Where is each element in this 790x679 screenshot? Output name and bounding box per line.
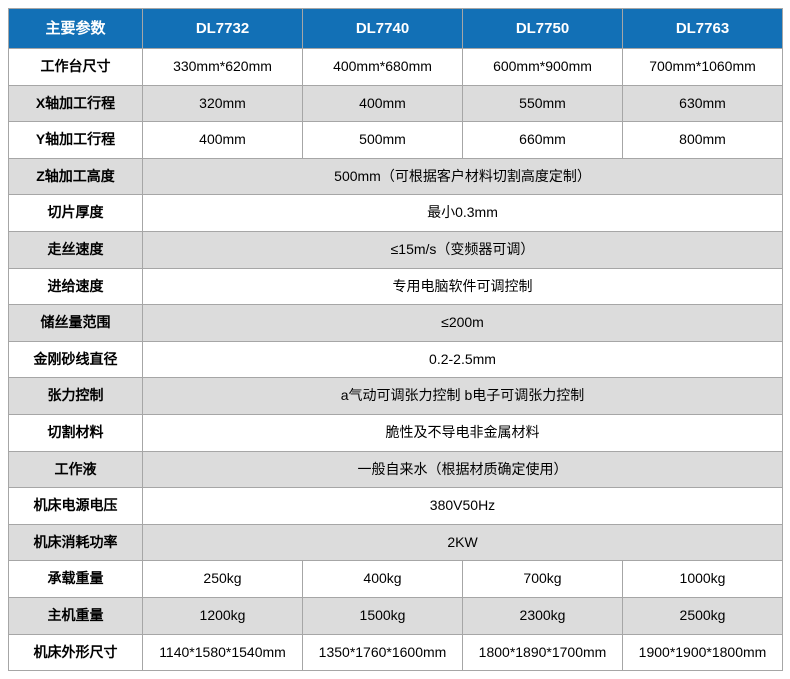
param-cell: Y轴加工行程: [9, 122, 143, 159]
param-cell: X轴加工行程: [9, 85, 143, 122]
table-row: 机床消耗功率2KW: [9, 524, 783, 561]
value-cell: 2500kg: [623, 597, 783, 634]
param-cell: 机床外形尺寸: [9, 634, 143, 671]
value-cell: 550mm: [463, 85, 623, 122]
table-row: 主机重量1200kg1500kg2300kg2500kg: [9, 597, 783, 634]
value-cell: 400mm: [143, 122, 303, 159]
table-row: 切割材料脆性及不导电非金属材料: [9, 414, 783, 451]
param-cell: 切片厚度: [9, 195, 143, 232]
param-cell: 储丝量范围: [9, 305, 143, 342]
value-cell: 600mm*900mm: [463, 49, 623, 86]
value-cell: 660mm: [463, 122, 623, 159]
table-row: Y轴加工行程400mm500mm660mm800mm: [9, 122, 783, 159]
value-cell: 1500kg: [303, 597, 463, 634]
value-cell: 400mm*680mm: [303, 49, 463, 86]
value-cell: 2300kg: [463, 597, 623, 634]
value-cell: 800mm: [623, 122, 783, 159]
param-cell: 金刚砂线直径: [9, 341, 143, 378]
spec-table: 主要参数 DL7732 DL7740 DL7750 DL7763 工作台尺寸33…: [8, 8, 783, 671]
merged-cell: ≤200m: [143, 305, 783, 342]
value-cell: 1800*1890*1700mm: [463, 634, 623, 671]
param-cell: 机床电源电压: [9, 488, 143, 525]
value-cell: 400mm: [303, 85, 463, 122]
table-row: 储丝量范围≤200m: [9, 305, 783, 342]
value-cell: 1200kg: [143, 597, 303, 634]
table-body: 工作台尺寸330mm*620mm400mm*680mm600mm*900mm70…: [9, 49, 783, 671]
merged-cell: 专用电脑软件可调控制: [143, 268, 783, 305]
table-row: 机床外形尺寸1140*1580*1540mm1350*1760*1600mm18…: [9, 634, 783, 671]
table-row: 张力控制a气动可调张力控制 b电子可调张力控制: [9, 378, 783, 415]
value-cell: 1140*1580*1540mm: [143, 634, 303, 671]
merged-cell: a气动可调张力控制 b电子可调张力控制: [143, 378, 783, 415]
merged-cell: 0.2-2.5mm: [143, 341, 783, 378]
value-cell: 1350*1760*1600mm: [303, 634, 463, 671]
param-cell: Z轴加工高度: [9, 158, 143, 195]
param-cell: 承载重量: [9, 561, 143, 598]
param-cell: 走丝速度: [9, 231, 143, 268]
merged-cell: 380V50Hz: [143, 488, 783, 525]
table-row: 走丝速度≤15m/s（变频器可调）: [9, 231, 783, 268]
param-cell: 张力控制: [9, 378, 143, 415]
col-header-model-2: DL7740: [303, 9, 463, 49]
table-row: X轴加工行程320mm400mm550mm630mm: [9, 85, 783, 122]
param-cell: 机床消耗功率: [9, 524, 143, 561]
table-row: 切片厚度最小0.3mm: [9, 195, 783, 232]
param-cell: 工作液: [9, 451, 143, 488]
col-header-model-1: DL7732: [143, 9, 303, 49]
value-cell: 1900*1900*1800mm: [623, 634, 783, 671]
merged-cell: 一般自来水（根据材质确定使用）: [143, 451, 783, 488]
value-cell: 250kg: [143, 561, 303, 598]
value-cell: 1000kg: [623, 561, 783, 598]
value-cell: 320mm: [143, 85, 303, 122]
value-cell: 330mm*620mm: [143, 49, 303, 86]
param-cell: 主机重量: [9, 597, 143, 634]
table-row: 机床电源电压380V50Hz: [9, 488, 783, 525]
value-cell: 700mm*1060mm: [623, 49, 783, 86]
param-cell: 进给速度: [9, 268, 143, 305]
table-row: 金刚砂线直径0.2-2.5mm: [9, 341, 783, 378]
col-header-model-4: DL7763: [623, 9, 783, 49]
col-header-model-3: DL7750: [463, 9, 623, 49]
merged-cell: 500mm（可根据客户材料切割高度定制）: [143, 158, 783, 195]
merged-cell: 最小0.3mm: [143, 195, 783, 232]
table-header-row: 主要参数 DL7732 DL7740 DL7750 DL7763: [9, 9, 783, 49]
merged-cell: 脆性及不导电非金属材料: [143, 414, 783, 451]
value-cell: 630mm: [623, 85, 783, 122]
merged-cell: 2KW: [143, 524, 783, 561]
col-header-param: 主要参数: [9, 9, 143, 49]
param-cell: 切割材料: [9, 414, 143, 451]
param-cell: 工作台尺寸: [9, 49, 143, 86]
table-row: 工作液一般自来水（根据材质确定使用）: [9, 451, 783, 488]
table-row: 承载重量250kg400kg700kg1000kg: [9, 561, 783, 598]
value-cell: 500mm: [303, 122, 463, 159]
merged-cell: ≤15m/s（变频器可调）: [143, 231, 783, 268]
value-cell: 700kg: [463, 561, 623, 598]
value-cell: 400kg: [303, 561, 463, 598]
table-row: 工作台尺寸330mm*620mm400mm*680mm600mm*900mm70…: [9, 49, 783, 86]
table-row: Z轴加工高度500mm（可根据客户材料切割高度定制）: [9, 158, 783, 195]
table-row: 进给速度专用电脑软件可调控制: [9, 268, 783, 305]
